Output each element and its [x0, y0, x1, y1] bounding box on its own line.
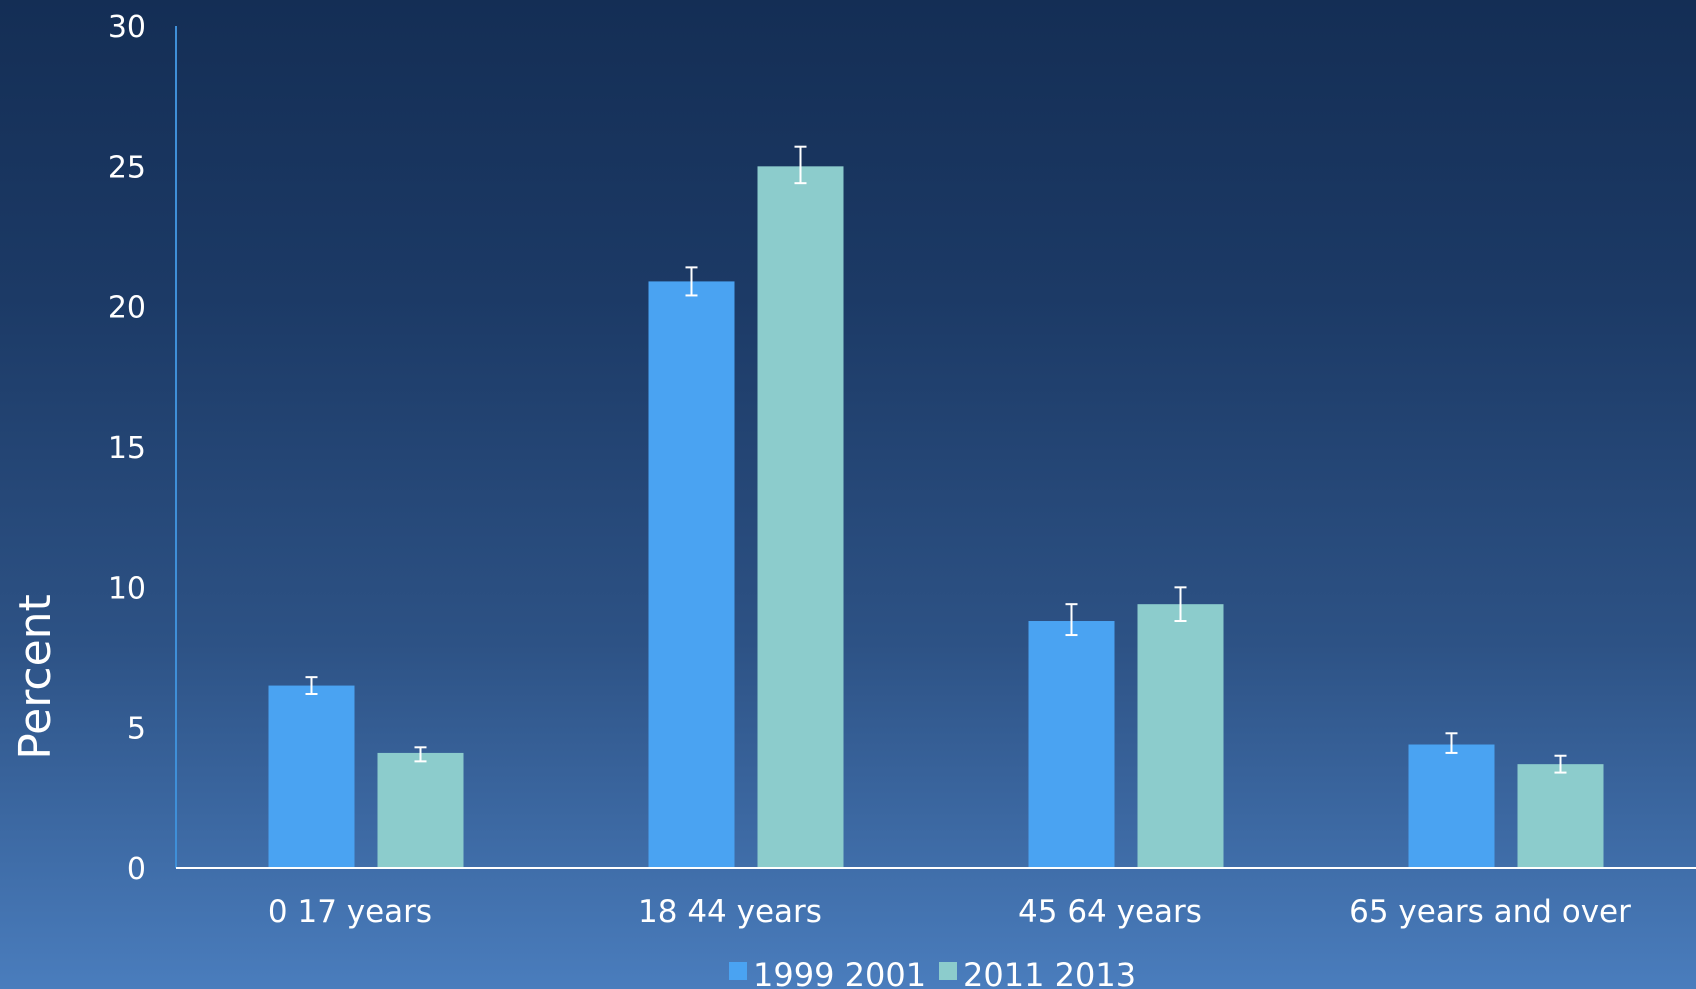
y-tick-label: 30: [108, 10, 146, 45]
bar-series2-1: [757, 166, 844, 869]
legend-item: 1999 2001: [729, 956, 926, 989]
error-bar: [1445, 732, 1458, 754]
error-bar: [305, 676, 318, 695]
bar-series1-2: [1028, 621, 1115, 868]
y-tick-label: 0: [127, 852, 146, 887]
legend: 1999 2001 2011 2013: [729, 956, 1136, 989]
y-tick-label: 25: [108, 150, 146, 185]
x-tick-label: 65 years and over: [1349, 894, 1631, 930]
bar-series1-0: [268, 685, 355, 868]
bars: [268, 166, 1604, 869]
bar-series1-3: [1408, 744, 1495, 868]
bar-series2-2: [1137, 604, 1224, 868]
x-tick-label: 18 44 years: [638, 894, 822, 930]
bar-series2-3: [1517, 764, 1604, 868]
x-tick-label: 0 17 years: [268, 894, 432, 930]
x-tick-label: 45 64 years: [1018, 894, 1202, 930]
legend-item: 2011 2013: [939, 956, 1136, 989]
legend-label: 1999 2001: [753, 956, 926, 989]
legend-swatch: [939, 962, 957, 980]
error-bar: [685, 266, 698, 297]
y-axis-title: Percent: [10, 594, 61, 760]
error-bar: [1554, 754, 1567, 774]
error-bar: [794, 145, 807, 185]
y-tick-label: 15: [108, 431, 146, 466]
y-axis: 0 5 10 15 20 25 30: [108, 10, 177, 887]
legend-swatch: [729, 962, 747, 980]
x-axis: 0 17 years 18 44 years 45 64 years 65 years…: [176, 867, 1696, 930]
y-tick-label: 10: [108, 571, 146, 606]
error-bars: [305, 145, 1567, 774]
bar-series1-1: [648, 281, 735, 868]
y-tick-label: 5: [127, 712, 146, 747]
error-bar: [1174, 586, 1187, 623]
legend-label: 2011 2013: [963, 956, 1136, 989]
bar-series2-0: [377, 752, 464, 868]
error-bar: [414, 746, 427, 763]
y-tick-label: 20: [108, 291, 146, 326]
error-bar: [1065, 603, 1078, 637]
